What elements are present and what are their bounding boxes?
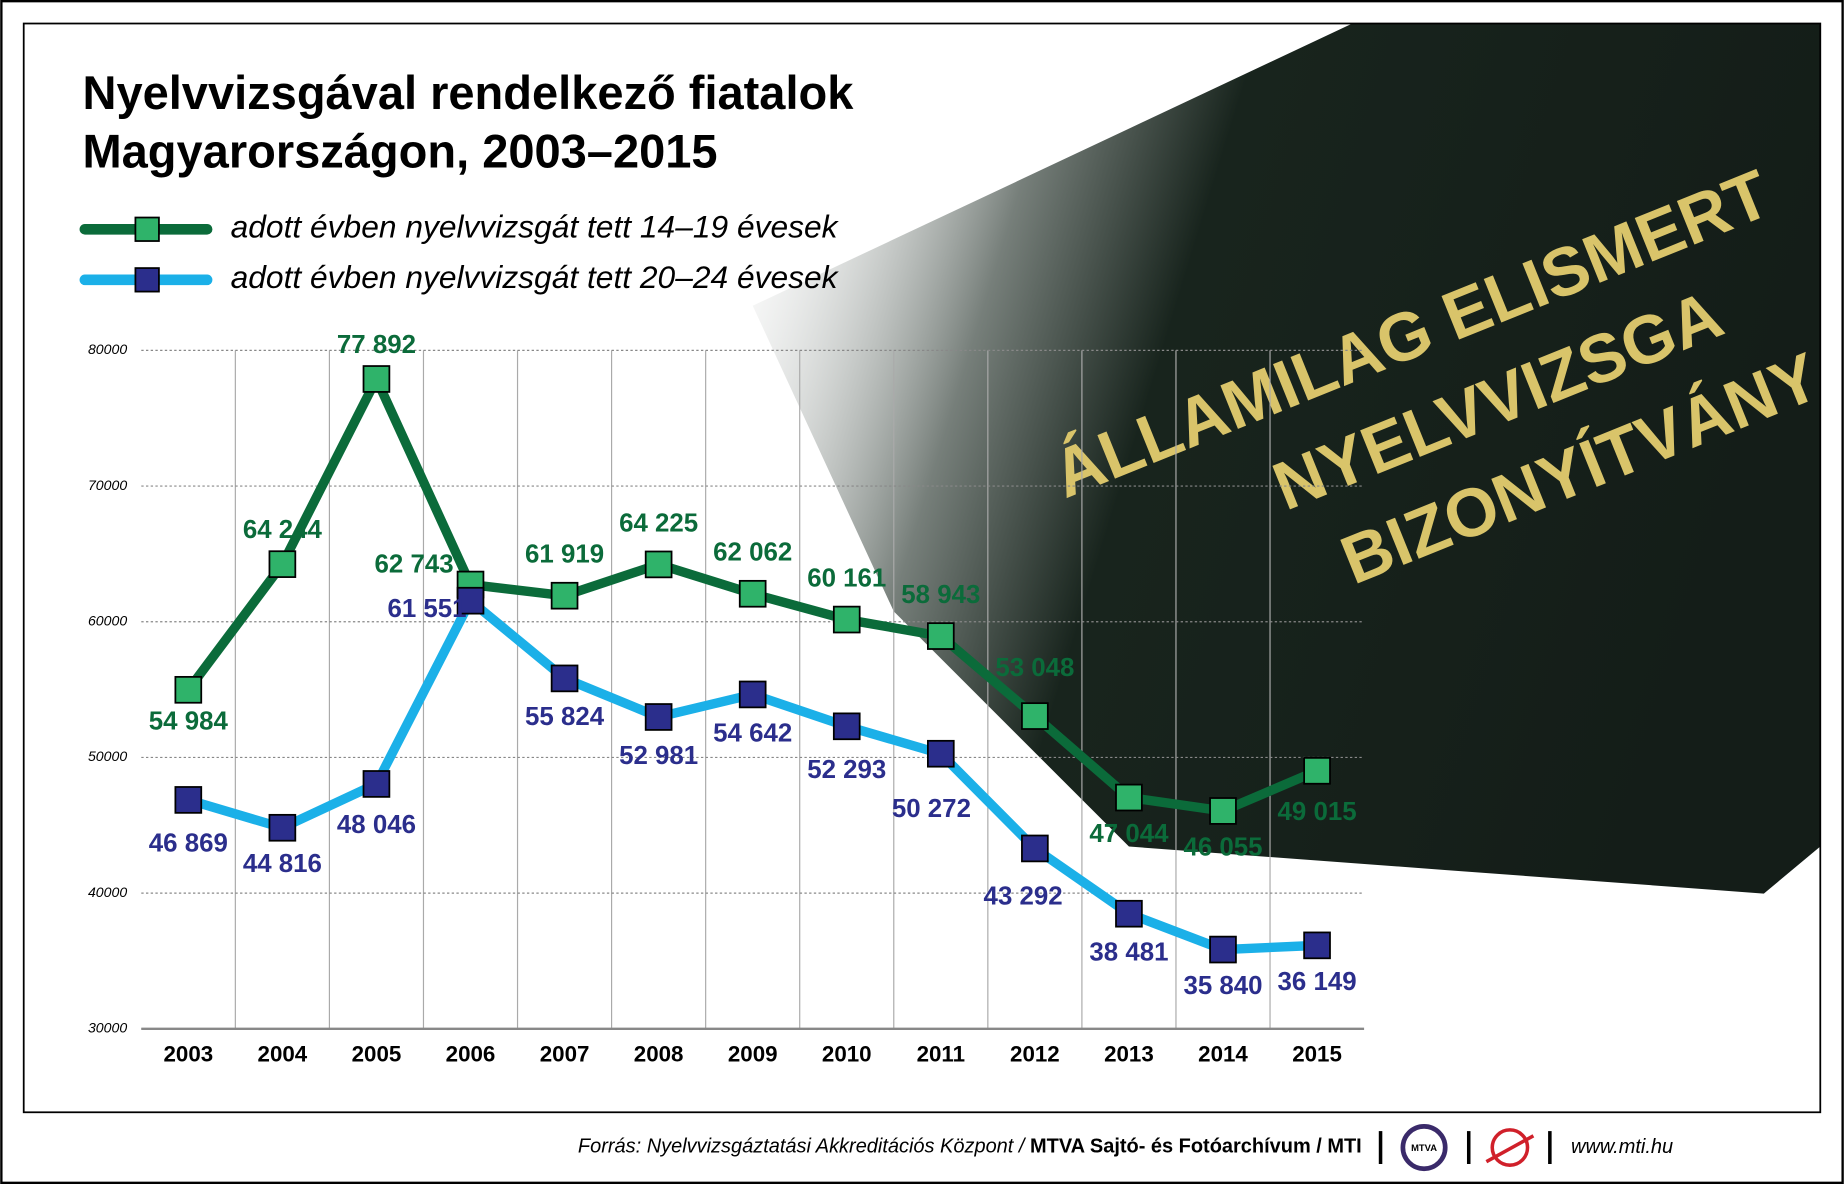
data-label: 52 981 (619, 742, 698, 770)
y-tick-label: 70000 (88, 477, 127, 493)
x-tick-label: 2012 (1010, 1042, 1060, 1067)
legend: adott évben nyelvvizsgát tett 14–19 éves… (79, 209, 840, 295)
marker (926, 739, 955, 768)
marker (1021, 834, 1049, 863)
marker (362, 770, 391, 798)
legend-marker (134, 216, 160, 242)
y-tick-label: 30000 (88, 1020, 127, 1036)
data-label: 46 869 (149, 829, 228, 857)
marker (268, 813, 297, 842)
data-label: 49 015 (1278, 798, 1357, 826)
marker (1115, 783, 1143, 812)
legend-marker (134, 267, 160, 293)
x-tick-label: 2009 (728, 1042, 778, 1067)
mti-logo (1490, 1128, 1530, 1167)
data-label: 44 816 (243, 850, 322, 878)
data-label: 61 919 (525, 541, 604, 569)
marker (832, 605, 861, 634)
x-tick-label: 2008 (634, 1042, 684, 1067)
data-label: 38 481 (1089, 939, 1168, 967)
data-label: 64 225 (619, 509, 698, 537)
source: Forrás: Nyelvvizsgáztatási Akkreditációs… (578, 1136, 1362, 1158)
x-tick-label: 2003 (163, 1042, 213, 1067)
data-label: 52 293 (807, 756, 886, 784)
chart-title: Magyarországon, 2003–2015 (83, 125, 718, 178)
y-tick-label: 40000 (88, 884, 127, 900)
marker (738, 579, 767, 608)
marker (550, 664, 579, 693)
logo-circle (1400, 1124, 1448, 1172)
x-tick-label: 2007 (540, 1042, 590, 1067)
marker (174, 786, 203, 814)
data-label: 50 272 (892, 795, 971, 823)
marker (738, 680, 767, 709)
x-tick-label: 2013 (1104, 1042, 1154, 1067)
data-label: 47 044 (1089, 820, 1169, 848)
marker (362, 365, 391, 393)
website: www.mti.hu (1571, 1136, 1673, 1158)
source-text: Forrás: Nyelvvizsgáztatási Akkreditációs… (578, 1136, 1027, 1158)
marker (832, 712, 861, 741)
x-tick-label: 2014 (1198, 1042, 1248, 1067)
legend-label: adott évben nyelvvizsgát tett 14–19 éves… (231, 209, 840, 245)
data-label: 43 292 (984, 883, 1063, 911)
data-label: 60 161 (807, 564, 886, 592)
data-label: 35 840 (1183, 972, 1262, 1000)
data-label: 64 244 (243, 516, 323, 544)
data-label: 61 551 (387, 595, 466, 623)
marker (1115, 899, 1143, 928)
marker (174, 675, 203, 704)
photo (752, 23, 1821, 894)
logo-text: MTVA (1411, 1142, 1437, 1153)
data-label: 53 048 (995, 654, 1074, 682)
chart-title: Nyelvvizsgával rendelkező fiatalok (83, 66, 855, 119)
data-label: 54 642 (713, 719, 792, 747)
marker (456, 586, 485, 615)
marker (1303, 756, 1331, 785)
marker (1209, 797, 1237, 825)
plot: 30000 40000 50000 60000 70000 80000 2003 2004 20… (88, 331, 1365, 1067)
x-tick-label: 2015 (1292, 1042, 1342, 1067)
data-label: 58 943 (901, 581, 980, 609)
y-tick-label: 60000 (88, 612, 127, 628)
y-tick-label: 50000 (88, 748, 127, 764)
marker (644, 550, 673, 579)
source-bold: MTVA Sajtó- és Fotóarchívum / MTI (1030, 1136, 1362, 1158)
mti-logo (1485, 1134, 1535, 1164)
data-label: 62 062 (713, 539, 792, 567)
marker (1303, 931, 1331, 960)
data-label: 46 055 (1183, 833, 1262, 861)
marker (1021, 702, 1049, 730)
legend-label: adott évben nyelvvizsgát tett 20–24 éves… (231, 259, 840, 295)
marker (1209, 935, 1237, 964)
x-tick-label: 2010 (822, 1042, 872, 1067)
data-label: 62 743 (375, 551, 454, 579)
inner-frame (22, 22, 1822, 1114)
x-tick-label: 2004 (258, 1042, 308, 1067)
marker (550, 581, 579, 610)
x-tick-label: 2006 (446, 1042, 496, 1067)
x-tick-label: 2011 (917, 1042, 965, 1067)
data-label: 54 984 (149, 708, 229, 736)
x-tick-label: 2005 (352, 1042, 402, 1067)
data-label: 36 149 (1278, 968, 1357, 996)
marker (268, 550, 297, 578)
data-label: 48 046 (337, 811, 416, 839)
marker (644, 703, 673, 731)
data-label: 77 892 (337, 331, 416, 359)
y-tick-label: 80000 (88, 341, 127, 357)
marker (926, 622, 955, 650)
data-label: 55 824 (525, 703, 605, 731)
